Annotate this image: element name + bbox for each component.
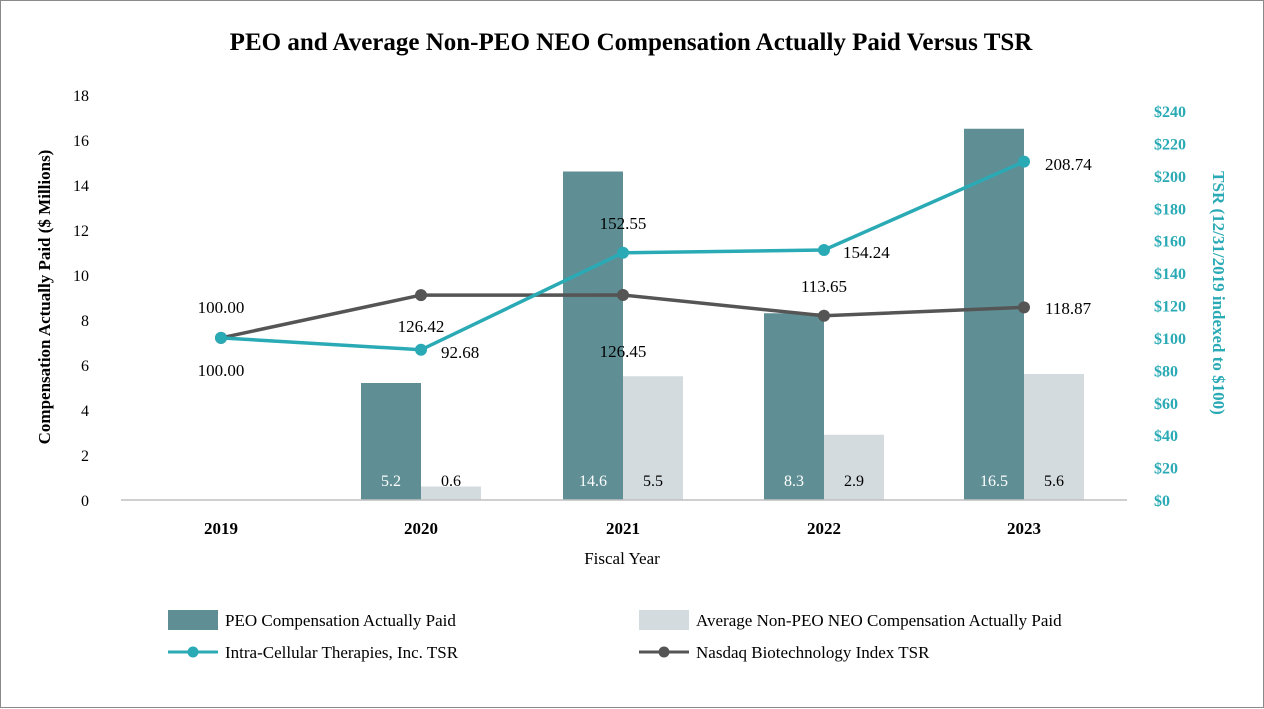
- legend-swatch-non-peo: [639, 610, 689, 630]
- y-tick-label-18: 18: [73, 88, 89, 105]
- legend-swatch-itci-marker: [187, 646, 199, 658]
- y2-tick-label-60: $60: [1154, 396, 1178, 413]
- x-tick-label-2020: 2020: [404, 519, 438, 538]
- bar-peo-2020: [361, 383, 421, 500]
- bar-non-peo-2022: [824, 434, 884, 500]
- y-tick-label-16: 16: [73, 133, 89, 150]
- point-itci-2020: [415, 343, 427, 356]
- bar-label-peo-2020: 5.2: [381, 473, 401, 490]
- point-itci-2023: [1018, 155, 1030, 168]
- y2-axis-label: TSR (12/31/2019 indexed to $100): [1209, 171, 1228, 415]
- left-axis-ticks: 0 2 4 6 8 10 12 14 16 18: [73, 88, 89, 510]
- chart-title: PEO and Average Non-PEO NEO Compensation…: [230, 29, 1034, 56]
- y2-tick-label-240: $240: [1154, 104, 1186, 121]
- point-label-nasdaq-2022: 113.65: [801, 277, 847, 296]
- y-tick-label-8: 8: [81, 313, 89, 330]
- legend-label-peo: PEO Compensation Actually Paid: [225, 611, 456, 630]
- bar-label-non-peo-2023: 5.6: [1044, 473, 1064, 490]
- legend-label-itci: Intra-Cellular Therapies, Inc. TSR: [225, 643, 459, 662]
- bar-non-peo-2023: [1024, 374, 1084, 500]
- y2-tick-label-80: $80: [1154, 363, 1178, 380]
- right-axis-ticks: $0 $20 $40 $60 $80 $100 $120 $140 $160 $180 $200 $2…: [1154, 104, 1186, 510]
- bar-non-peo-2021: [623, 376, 683, 500]
- bar-label-peo-2022: 8.3: [784, 473, 804, 490]
- x-axis-label: Fiscal Year: [584, 549, 660, 568]
- point-label-itci-2020: 92.68: [441, 343, 479, 362]
- bar-peo-2021: [563, 171, 623, 500]
- y2-tick-label-40: $40: [1154, 428, 1178, 445]
- point-itci-2019: [215, 331, 227, 344]
- point-label-group: 100.00 92.68 152.55 154.24 208.74 100.00 126.4…: [198, 155, 1093, 380]
- legend-swatch-peo: [168, 610, 218, 630]
- y2-tick-label-220: $220: [1154, 136, 1186, 153]
- bar-label-non-peo-2022: 2.9: [844, 473, 864, 490]
- y-tick-label-0: 0: [81, 493, 89, 510]
- point-nasdaq-2022: [818, 309, 830, 322]
- point-label-nasdaq-2023: 118.87: [1045, 299, 1092, 318]
- point-nasdaq-2023: [1018, 301, 1030, 314]
- bar-group: 5.2 0.6 14.6 5.5 8.3 2.9 16.5 5.6: [361, 128, 1084, 500]
- y2-tick-label-100: $100: [1154, 331, 1186, 348]
- point-nasdaq-2020: [415, 289, 427, 302]
- y-tick-label-12: 12: [73, 223, 89, 240]
- bar-label-peo-2023: 16.5: [980, 473, 1008, 490]
- legend: PEO Compensation Actually Paid Average N…: [168, 610, 1062, 662]
- y2-tick-label-180: $180: [1154, 201, 1186, 218]
- y-tick-label-10: 10: [73, 268, 89, 285]
- point-itci-2022: [818, 244, 830, 257]
- point-label-nasdaq-2021: 126.45: [600, 342, 647, 361]
- y-tick-label-14: 14: [73, 178, 89, 195]
- x-tick-label-2023: 2023: [1007, 519, 1041, 538]
- y2-tick-label-200: $200: [1154, 169, 1186, 186]
- bar-label-peo-2021: 14.6: [579, 473, 607, 490]
- point-label-itci-2023: 208.74: [1045, 155, 1092, 174]
- legend-swatch-nasdaq-marker: [658, 646, 670, 658]
- y2-tick-label-0: $0: [1154, 493, 1170, 510]
- x-tick-label-2022: 2022: [807, 519, 841, 538]
- y-tick-label-4: 4: [81, 403, 89, 420]
- x-tick-label-2021: 2021: [606, 519, 640, 538]
- y2-tick-label-20: $20: [1154, 461, 1178, 478]
- point-label-nasdaq-2019: 100.00: [198, 298, 245, 317]
- y2-tick-label-120: $120: [1154, 299, 1186, 316]
- bar-peo-2022: [764, 313, 824, 500]
- y-axis-label: Compensation Actually Paid ($ Millions): [35, 150, 54, 445]
- bar-label-non-peo-2021: 5.5: [643, 473, 663, 490]
- x-axis-ticks: 2019 2020 2021 2022 2023: [204, 519, 1041, 538]
- bar-peo-2023: [964, 128, 1024, 500]
- point-label-itci-2022: 154.24: [843, 243, 890, 262]
- point-label-itci-2019: 100.00: [198, 361, 245, 380]
- legend-label-non-peo: Average Non-PEO NEO Compensation Actuall…: [696, 611, 1062, 630]
- line-group: [215, 155, 1030, 356]
- bar-label-non-peo-2020: 0.6: [441, 473, 461, 490]
- y-tick-label-2: 2: [81, 448, 89, 465]
- y2-tick-label-140: $140: [1154, 266, 1186, 283]
- bar-non-peo-2020: [421, 486, 481, 500]
- y2-tick-label-160: $160: [1154, 234, 1186, 251]
- x-tick-label-2019: 2019: [204, 519, 238, 538]
- point-nasdaq-2021: [617, 289, 629, 302]
- y-tick-label-6: 6: [81, 358, 89, 375]
- point-label-itci-2021: 152.55: [600, 214, 647, 233]
- legend-label-nasdaq: Nasdaq Biotechnology Index TSR: [696, 643, 930, 662]
- point-label-nasdaq-2020: 126.42: [398, 317, 445, 336]
- point-itci-2021: [617, 246, 629, 259]
